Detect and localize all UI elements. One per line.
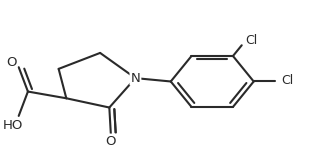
Text: N: N — [131, 72, 140, 85]
Text: HO: HO — [2, 119, 23, 132]
Text: O: O — [106, 135, 116, 148]
Text: Cl: Cl — [281, 74, 294, 87]
Text: Cl: Cl — [245, 34, 257, 47]
Text: O: O — [6, 56, 16, 70]
